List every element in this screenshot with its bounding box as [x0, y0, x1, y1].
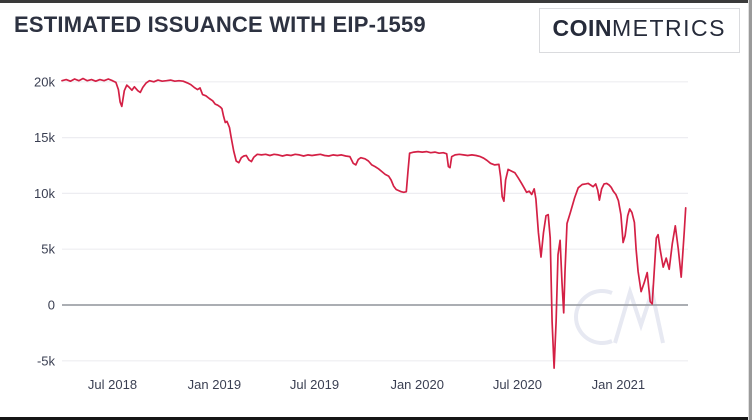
x-axis-tick-label: Jul 2018	[88, 377, 137, 392]
x-axis-tick-label: Jan 2019	[188, 377, 242, 392]
y-axis-tick-label: -5k	[37, 353, 56, 368]
x-axis-tick-label: Jul 2020	[493, 377, 542, 392]
x-axis-tick-label: Jul 2019	[290, 377, 339, 392]
chart-title: ESTIMATED ISSUANCE WITH EIP-1559	[14, 12, 426, 37]
y-axis-tick-label: 0	[48, 298, 55, 313]
y-axis-tick-label: 15k	[34, 130, 55, 145]
y-axis-tick-label: 20k	[34, 74, 55, 89]
x-axis-tick-label: Jan 2020	[390, 377, 444, 392]
frame-right-border	[748, 0, 752, 420]
y-axis-tick-label: 5k	[41, 242, 55, 257]
logo-coin-text: COIN	[552, 15, 612, 41]
y-axis-tick-label: 10k	[34, 186, 55, 201]
frame-top-border	[0, 0, 752, 3]
watermark-m-icon	[613, 284, 665, 344]
watermark-c-icon	[574, 289, 613, 345]
x-axis-tick-label: Jan 2021	[592, 377, 646, 392]
logo-metrics-text: METRICS	[612, 15, 726, 41]
header: ESTIMATED ISSUANCE WITH EIP-1559 COINMET…	[14, 8, 740, 53]
frame-bottom-border	[0, 417, 752, 420]
issuance-series-line	[61, 77, 687, 369]
coinmetrics-logo: COINMETRICS	[538, 8, 740, 53]
